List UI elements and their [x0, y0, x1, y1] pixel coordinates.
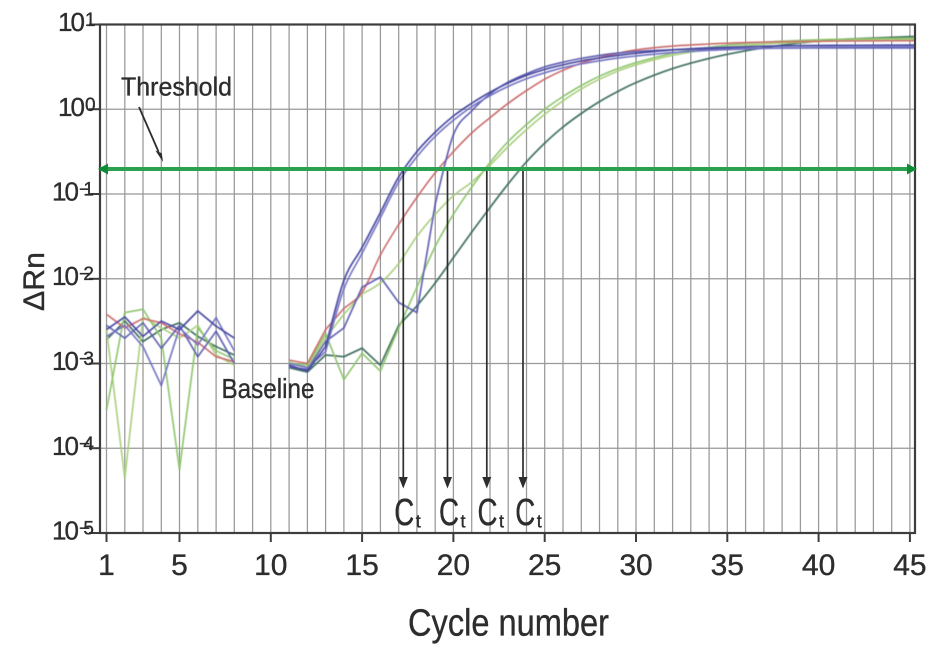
svg-text:−4: −4 [79, 434, 94, 455]
svg-text:Cycle number: Cycle number [408, 603, 609, 645]
svg-text:10: 10 [52, 177, 79, 207]
svg-text:−5: −5 [79, 519, 94, 540]
svg-text:Baseline: Baseline [222, 373, 315, 404]
svg-text:C: C [439, 492, 459, 534]
svg-text:1: 1 [98, 549, 115, 582]
svg-text:10: 10 [254, 549, 287, 582]
svg-text:20: 20 [437, 549, 470, 582]
svg-text:45: 45 [893, 549, 926, 582]
svg-text:t: t [537, 512, 542, 532]
svg-text:30: 30 [619, 549, 652, 582]
svg-text:0: 0 [85, 95, 96, 116]
svg-text:Threshold: Threshold [121, 72, 232, 102]
svg-text:C: C [394, 492, 414, 534]
svg-text:−1: −1 [79, 180, 94, 201]
svg-text:−3: −3 [79, 349, 94, 370]
svg-text:C: C [478, 492, 498, 534]
svg-text:t: t [416, 512, 421, 532]
svg-text:−2: −2 [79, 264, 94, 285]
svg-text:15: 15 [345, 549, 378, 582]
svg-text:5: 5 [171, 549, 188, 582]
svg-text:10: 10 [52, 261, 79, 291]
svg-text:10: 10 [52, 431, 79, 461]
svg-text:25: 25 [528, 549, 561, 582]
svg-text:t: t [499, 512, 504, 532]
svg-text:10: 10 [52, 516, 79, 546]
svg-text:10: 10 [58, 7, 85, 37]
svg-text:t: t [461, 512, 466, 532]
svg-text:1: 1 [85, 10, 96, 31]
svg-text:10: 10 [58, 92, 85, 122]
svg-text:C: C [515, 492, 535, 534]
svg-text:40: 40 [802, 549, 835, 582]
svg-text:10: 10 [52, 346, 79, 376]
svg-text:35: 35 [711, 549, 744, 582]
svg-text:ΔRn: ΔRn [18, 252, 51, 311]
